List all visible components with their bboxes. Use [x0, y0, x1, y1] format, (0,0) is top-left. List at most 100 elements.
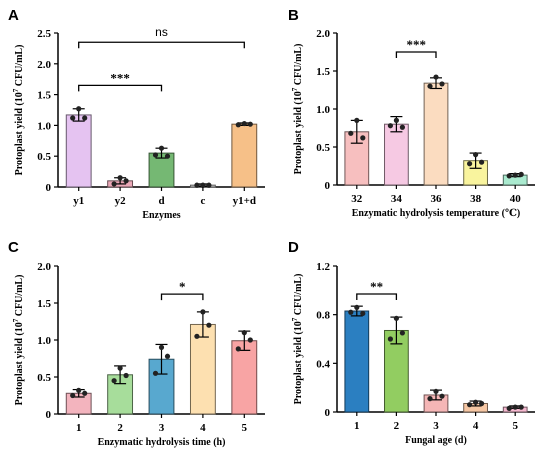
- data-point: [111, 378, 117, 384]
- y-tick-label: 2.0: [316, 28, 330, 40]
- y-axis-label: Protoplast yield (107 CFU/mL): [291, 274, 304, 405]
- x-tick-label: 3: [433, 420, 439, 432]
- x-tick-label: y1: [73, 195, 84, 207]
- data-point: [473, 152, 479, 158]
- data-point: [360, 310, 366, 317]
- data-point: [206, 182, 212, 188]
- data-point: [117, 365, 123, 371]
- panel-d: 0 0.4 0.8 1.2 1 2 3 4 5 Fungal age (d) Protoplast …: [291, 261, 535, 446]
- significance-bracket: [395, 51, 437, 58]
- data-point: [152, 152, 159, 158]
- data-point: [206, 322, 212, 328]
- y-tick-label: 1.5: [37, 298, 51, 310]
- data-point: [360, 135, 366, 141]
- y-tick-label: 0: [325, 407, 331, 419]
- bar: [384, 123, 409, 186]
- significance-label: ns: [155, 25, 168, 39]
- y-tick-label: 1.0: [316, 104, 330, 116]
- data-point: [158, 145, 165, 151]
- panel-letter-b: B: [288, 7, 299, 24]
- y-tick-label: 1.0: [37, 120, 51, 132]
- data-point: [82, 390, 88, 396]
- panel-c: 0 0.5 1.0 1.5 2.0 1 2 3 4 5 Enzymatic hydrolysis t…: [12, 261, 265, 448]
- data-point: [152, 370, 159, 376]
- significance-label: *: [179, 279, 186, 294]
- significance-label: ***: [406, 37, 426, 52]
- data-point: [506, 405, 512, 411]
- data-point: [393, 117, 399, 123]
- x-tick-label: c: [200, 195, 205, 207]
- data-point: [348, 309, 354, 315]
- data-point: [123, 372, 129, 379]
- bar: [65, 114, 92, 188]
- y-tick-label: 0.8: [316, 310, 330, 322]
- data-point: [387, 336, 393, 342]
- x-axis-label: Fungal age (d): [405, 435, 467, 446]
- x-tick-label: 38: [470, 193, 482, 205]
- data-point: [467, 402, 473, 408]
- data-point: [117, 175, 123, 181]
- data-point: [200, 309, 206, 315]
- panel-a: 0 0.5 1.0 1.5 2.0 2.5 y1 y2 d c y1+d Enzymes Protopl…: [12, 25, 265, 221]
- data-point: [241, 120, 247, 127]
- panel-b: 0 0.5 1.0 1.5 2.0 32 34 36 38 40 Enzymatic hydroly…: [291, 28, 535, 219]
- y-tick-label: 2.5: [37, 28, 51, 40]
- data-point: [399, 124, 405, 130]
- x-tick-label: 40: [510, 193, 522, 205]
- significance-bracket: [356, 293, 398, 300]
- y-tick-label: 2.0: [37, 261, 51, 273]
- data-point: [158, 344, 165, 350]
- y-tick-label: 0.4: [316, 358, 330, 370]
- x-tick-label: y2: [115, 195, 127, 207]
- y-tick-label: 0: [325, 180, 331, 192]
- y-tick-label: 0.5: [37, 372, 51, 384]
- panel-letter-c: C: [8, 239, 19, 256]
- data-point: [479, 400, 485, 407]
- significance-label: **: [370, 279, 383, 294]
- x-tick-label: 2: [394, 420, 400, 432]
- data-point: [194, 182, 200, 188]
- x-axis-label: Enzymatic hydrolysis time (h): [98, 437, 226, 448]
- x-tick-label: 4: [473, 420, 479, 432]
- significance-label: ***: [110, 70, 130, 85]
- y-axis-label: Protoplast yield (107 CFU/mL): [291, 44, 304, 175]
- x-tick-label: 3: [159, 422, 165, 434]
- data-point: [387, 123, 393, 129]
- y-axis-label: Protoplast yield (107 CFU/mL): [12, 275, 25, 406]
- x-axis-label: Enzymes: [142, 210, 180, 221]
- bar: [423, 82, 449, 186]
- data-point: [164, 353, 171, 359]
- data-point: [82, 115, 88, 121]
- data-point: [512, 172, 518, 178]
- bar: [344, 310, 370, 413]
- data-point: [506, 173, 512, 179]
- data-point: [70, 115, 76, 121]
- data-point: [111, 181, 117, 187]
- y-axis-label: Protoplast yield (107 CFU/mL): [12, 45, 25, 176]
- bar: [231, 340, 258, 415]
- data-point: [433, 388, 439, 394]
- data-point: [427, 396, 433, 402]
- data-point: [247, 121, 253, 127]
- y-tick-label: 2.0: [37, 59, 51, 71]
- significance-bracket: [160, 293, 204, 301]
- x-tick-label: d: [158, 195, 164, 207]
- data-point: [479, 159, 485, 165]
- data-point: [467, 161, 473, 167]
- data-point: [433, 74, 439, 80]
- y-tick-label: 0: [46, 182, 52, 194]
- data-point: [427, 83, 433, 89]
- y-tick-label: 1.5: [316, 66, 330, 78]
- data-point: [123, 178, 129, 184]
- data-point: [393, 315, 399, 321]
- y-tick-label: 1.5: [37, 90, 51, 102]
- y-tick-label: 0.5: [316, 142, 330, 154]
- x-tick-label: 5: [242, 422, 248, 434]
- data-point: [473, 399, 479, 405]
- data-point: [76, 106, 82, 112]
- y-tick-label: 1.2: [316, 261, 330, 273]
- data-point: [439, 393, 445, 399]
- panel-letter-a: A: [8, 7, 19, 24]
- data-point: [518, 404, 524, 410]
- data-point: [235, 122, 241, 128]
